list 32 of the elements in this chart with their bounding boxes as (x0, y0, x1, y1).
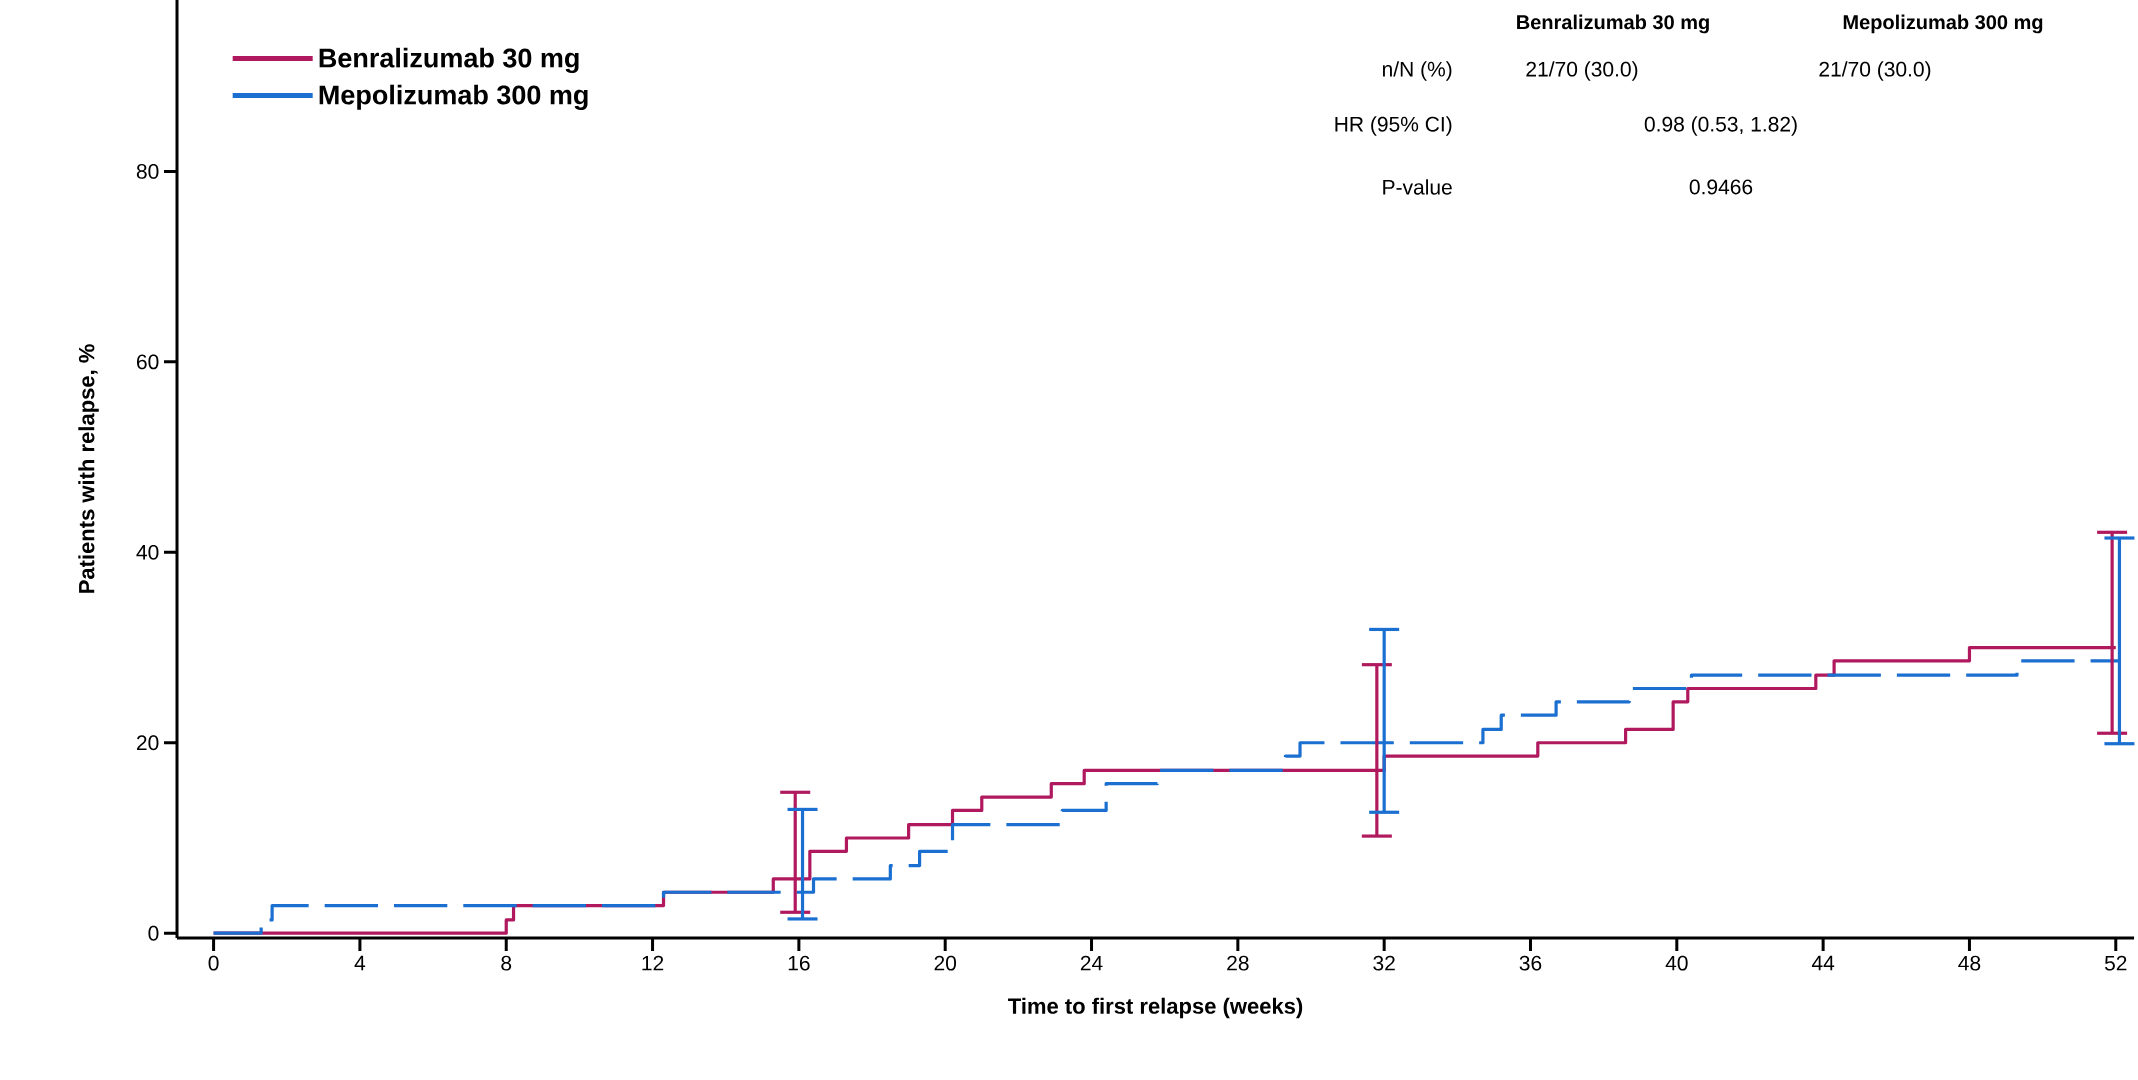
annotation: 21/70 (30.0) (1526, 61, 1638, 81)
y-tick-label: 40 (136, 544, 159, 560)
x-tick-label: 24 (1080, 955, 1103, 971)
annotation: Benralizumab 30 mg (1517, 14, 1709, 34)
x-axis-title: Time to first relapse (weeks) (1008, 997, 1303, 1019)
y-tick-label: 20 (136, 735, 159, 751)
annotation: n/N (%) (1382, 61, 1452, 81)
annotation: 0.98 (0.53, 1.82) (1644, 116, 1797, 136)
x-tick-label: 52 (2104, 955, 2127, 971)
x-tick-label: 8 (501, 955, 512, 971)
annotation: 21/70 (30.0) (1819, 61, 1931, 81)
annotation: HR (95% CI) (1335, 116, 1452, 136)
x-tick-label: 20 (934, 955, 957, 971)
annotation: P-value (1383, 179, 1452, 195)
y-axis-title: Patients with relapse, % (78, 344, 99, 593)
x-tick-label: 0 (208, 955, 219, 971)
y-tick-label: 60 (137, 354, 159, 370)
x-tick-label: 44 (1811, 955, 1835, 971)
x-tick-label: 32 (1373, 955, 1395, 971)
legend-label: Mepolizumab 300 mg (319, 84, 588, 110)
x-tick-label: 36 (1519, 955, 1542, 971)
y-tick-label: 80 (136, 163, 159, 179)
y-tick-label: 0 (148, 925, 159, 941)
x-tick-label: 4 (354, 955, 366, 971)
x-tick-label: 12 (642, 955, 664, 971)
annotation: Mepolizumab 300 mg (1843, 14, 2043, 34)
x-tick-label: 48 (1958, 955, 1981, 971)
legend-label: Benralizumab 30 mg (319, 47, 579, 74)
x-tick-label: 40 (1665, 955, 1688, 971)
x-tick-label: 28 (1227, 955, 1249, 971)
x-tick-label: 16 (788, 955, 810, 971)
annotation: 0.9466 (1689, 179, 1753, 195)
